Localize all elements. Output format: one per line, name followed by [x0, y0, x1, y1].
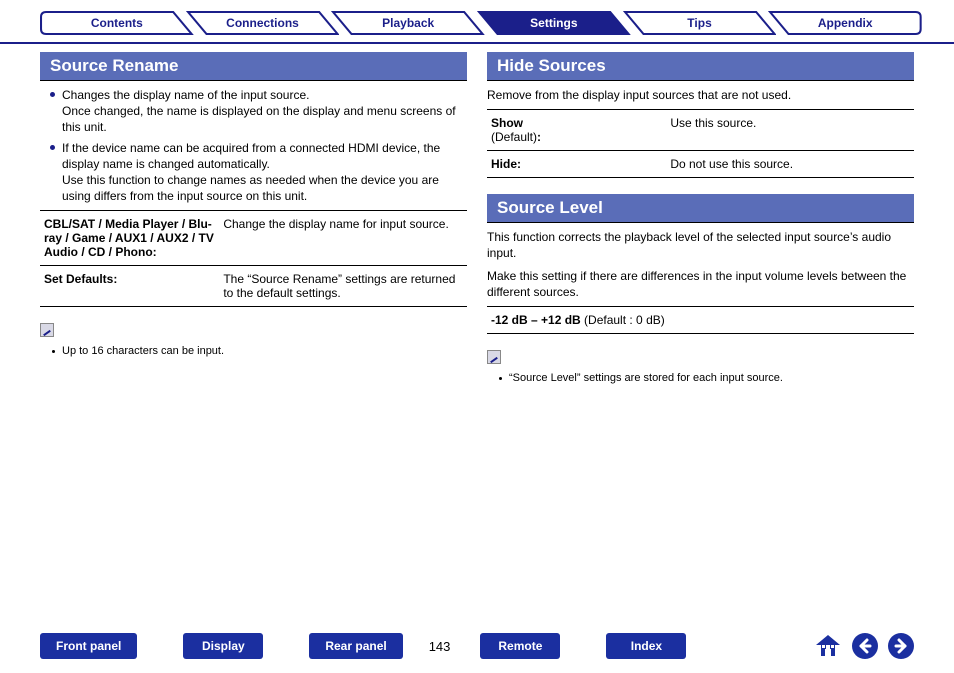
source-rename-table: CBL/SAT / Media Player / Blu-ray / Game … — [40, 210, 467, 307]
tab-connections[interactable]: Connections — [186, 10, 340, 36]
tab-label: Tips — [687, 16, 711, 30]
bullet-item: If the device name can be acquired from … — [62, 140, 467, 205]
bottom-bar: Front panel Display Rear panel 143 Remot… — [0, 633, 954, 659]
hide-sources-intro: Remove from the display input sources th… — [487, 87, 914, 103]
table-row: Show (Default): Use this source. — [487, 110, 914, 151]
right-column: Hide Sources Remove from the display inp… — [487, 52, 914, 384]
option-range: -12 dB – +12 dB (Default : 0 dB) — [487, 306, 914, 333]
option-key: CBL/SAT / Media Player / Blu-ray / Game … — [40, 211, 219, 266]
tab-label: Settings — [530, 16, 577, 30]
pencil-note-icon — [40, 323, 54, 337]
source-rename-bullets: Changes the display name of the input so… — [40, 87, 467, 204]
tab-playback[interactable]: Playback — [331, 10, 485, 36]
left-column: Source Rename Changes the display name o… — [40, 52, 467, 384]
heading-source-rename: Source Rename — [40, 52, 467, 81]
table-row: Hide: Do not use this source. — [487, 151, 914, 178]
option-key: Show (Default): — [487, 110, 666, 151]
note-text: Up to 16 characters can be input. — [52, 345, 467, 357]
heading-hide-sources: Hide Sources — [487, 52, 914, 81]
nav-icons — [814, 633, 914, 659]
next-page-button[interactable] — [888, 633, 914, 659]
tab-tips[interactable]: Tips — [623, 10, 777, 36]
pencil-note-icon — [487, 350, 501, 364]
option-value: Change the display name for input source… — [219, 211, 467, 266]
source-level-p2: Make this setting if there are differenc… — [487, 268, 914, 300]
note-block: “Source Level” settings are stored for e… — [487, 348, 914, 384]
prev-page-button[interactable] — [852, 633, 878, 659]
top-nav-tabs: Contents Connections Playback Settings T… — [0, 0, 954, 44]
table-row: -12 dB – +12 dB (Default : 0 dB) — [487, 306, 914, 333]
note-block: Up to 16 characters can be input. — [40, 321, 467, 357]
heading-source-level: Source Level — [487, 194, 914, 223]
option-value: Do not use this source. — [666, 151, 914, 178]
bullet-item: Changes the display name of the input so… — [62, 87, 467, 136]
tab-appendix[interactable]: Appendix — [768, 10, 922, 36]
source-level-p1: This function corrects the playback leve… — [487, 229, 914, 261]
page-number: 143 — [429, 639, 451, 654]
table-row: CBL/SAT / Media Player / Blu-ray / Game … — [40, 211, 467, 266]
source-level-table: -12 dB – +12 dB (Default : 0 dB) — [487, 306, 914, 334]
option-key: Hide: — [487, 151, 666, 178]
tab-label: Connections — [226, 16, 299, 30]
tab-label: Contents — [91, 16, 143, 30]
tab-contents[interactable]: Contents — [40, 10, 194, 36]
table-row: Set Defaults: The “Source Rename” settin… — [40, 266, 467, 307]
link-display[interactable]: Display — [183, 633, 263, 659]
tab-label: Playback — [382, 16, 434, 30]
hide-sources-table: Show (Default): Use this source. Hide: D… — [487, 109, 914, 178]
home-icon[interactable] — [814, 633, 842, 659]
link-rear-panel[interactable]: Rear panel — [309, 633, 402, 659]
tab-settings[interactable]: Settings — [477, 10, 631, 36]
option-value: Use this source. — [666, 110, 914, 151]
note-text: “Source Level” settings are stored for e… — [499, 372, 914, 384]
tab-label: Appendix — [818, 16, 873, 30]
option-key: Set Defaults: — [40, 266, 219, 307]
link-index[interactable]: Index — [606, 633, 686, 659]
link-remote[interactable]: Remote — [480, 633, 560, 659]
option-value: The “Source Rename” settings are returne… — [219, 266, 467, 307]
link-front-panel[interactable]: Front panel — [40, 633, 137, 659]
